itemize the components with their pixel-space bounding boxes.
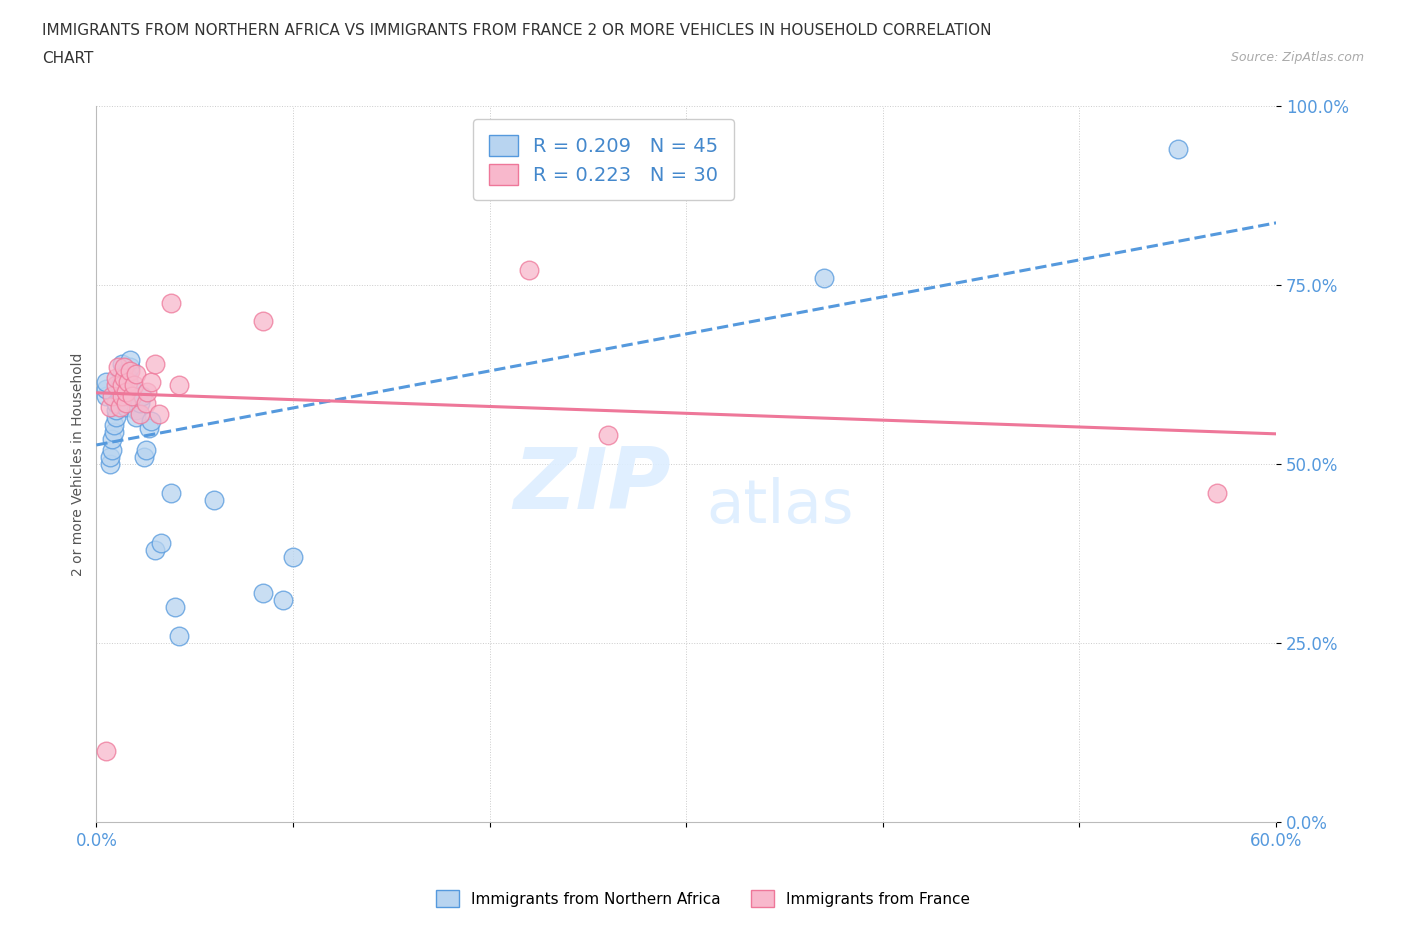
Point	[160, 485, 183, 500]
Point	[118, 352, 141, 367]
Point	[1206, 485, 1229, 500]
Point	[108, 399, 131, 414]
Legend: Immigrants from Northern Africa, Immigrants from France: Immigrants from Northern Africa, Immigra…	[430, 884, 976, 913]
Point	[105, 410, 128, 425]
Point	[167, 629, 190, 644]
Text: IMMIGRANTS FROM NORTHERN AFRICA VS IMMIGRANTS FROM FRANCE 2 OR MORE VEHICLES IN : IMMIGRANTS FROM NORTHERN AFRICA VS IMMIG…	[42, 23, 991, 38]
Point	[138, 420, 160, 435]
Point	[108, 378, 131, 392]
Point	[111, 356, 134, 371]
Point	[128, 395, 150, 410]
Text: Source: ZipAtlas.com: Source: ZipAtlas.com	[1230, 51, 1364, 64]
Point	[121, 389, 143, 404]
Point	[281, 550, 304, 565]
Point	[134, 442, 156, 457]
Text: CHART: CHART	[42, 51, 94, 66]
Point	[136, 385, 159, 400]
Y-axis label: 2 or more Vehicles in Household: 2 or more Vehicles in Household	[72, 352, 86, 576]
Point	[96, 374, 118, 389]
Point	[96, 389, 118, 404]
Point	[118, 364, 141, 379]
Legend: R = 0.209   N = 45, R = 0.223   N = 30: R = 0.209 N = 45, R = 0.223 N = 30	[474, 119, 734, 200]
Point	[98, 449, 121, 464]
Point	[122, 378, 145, 392]
Point	[813, 271, 835, 286]
Text: ZIP: ZIP	[513, 444, 671, 527]
Point	[517, 263, 540, 278]
Point	[160, 296, 183, 311]
Point	[134, 395, 156, 410]
Point	[202, 492, 225, 507]
Point	[112, 378, 135, 392]
Point	[132, 449, 155, 464]
Point	[103, 417, 125, 432]
Point	[96, 743, 118, 758]
Point	[1167, 141, 1189, 156]
Text: atlas: atlas	[707, 477, 855, 537]
Point	[252, 586, 274, 601]
Point	[96, 381, 118, 396]
Point	[117, 374, 139, 389]
Point	[141, 374, 163, 389]
Point	[117, 389, 139, 404]
Point	[115, 385, 138, 400]
Point	[115, 395, 138, 410]
Point	[112, 360, 135, 375]
Point	[150, 536, 173, 551]
Point	[271, 592, 294, 607]
Point	[105, 395, 128, 410]
Point	[111, 367, 134, 382]
Point	[111, 378, 134, 392]
Point	[105, 378, 128, 392]
Point	[124, 410, 146, 425]
Point	[105, 403, 128, 418]
Point	[101, 432, 124, 446]
Point	[112, 370, 135, 385]
Point	[101, 442, 124, 457]
Point	[117, 381, 139, 396]
Point	[103, 424, 125, 439]
Point	[105, 370, 128, 385]
Point	[107, 360, 129, 375]
Point	[143, 356, 166, 371]
Point	[101, 389, 124, 404]
Point	[252, 313, 274, 328]
Point	[141, 414, 163, 429]
Point	[118, 360, 141, 375]
Point	[108, 389, 131, 404]
Point	[124, 367, 146, 382]
Point	[115, 399, 138, 414]
Point	[124, 403, 146, 418]
Point	[98, 457, 121, 472]
Point	[111, 389, 134, 404]
Point	[596, 428, 619, 443]
Point	[131, 389, 153, 404]
Point	[148, 406, 170, 421]
Point	[167, 378, 190, 392]
Point	[117, 370, 139, 385]
Point	[115, 367, 138, 382]
Point	[143, 542, 166, 557]
Point	[128, 406, 150, 421]
Point	[121, 381, 143, 396]
Point	[98, 399, 121, 414]
Point	[163, 600, 186, 615]
Point	[112, 389, 135, 404]
